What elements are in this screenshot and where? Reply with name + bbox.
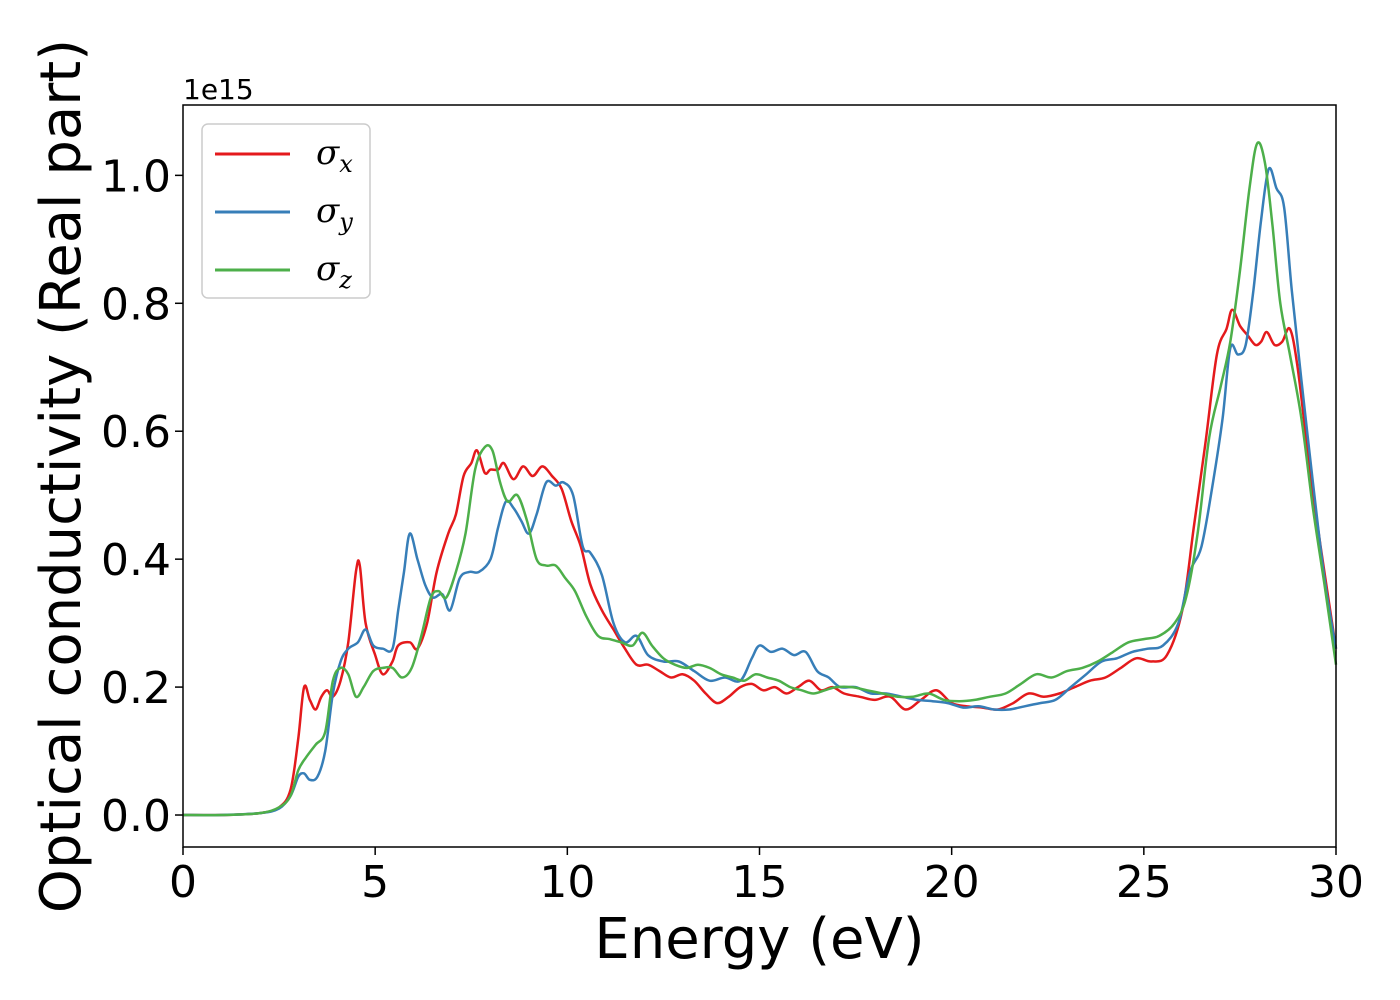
y-tick-label: 0.6	[101, 407, 171, 458]
y-tick-label: 0.8	[101, 279, 171, 330]
x-tick-label: 25	[1116, 857, 1172, 908]
y-axis: 0.0 0.2 0.4 0.6 0.8 1.0	[101, 151, 183, 842]
x-tick-label: 15	[732, 857, 788, 908]
x-tick-label: 30	[1308, 857, 1364, 908]
x-tick-label: 5	[361, 857, 389, 908]
legend: σx σy σz	[201, 123, 371, 299]
x-tick-label: 10	[539, 857, 595, 908]
legend-label-y: σy	[316, 191, 353, 236]
y-tick-label: 0.2	[101, 663, 171, 714]
x-axis: 0 5 10 15 20 25 30	[169, 847, 1364, 908]
y-tick-label: 0.4	[101, 535, 171, 586]
plot-area	[182, 141, 1338, 817]
y-tick-label: 1.0	[101, 151, 171, 202]
y-offset-label: 1e15	[183, 73, 254, 106]
legend-label-x: σx	[316, 133, 353, 178]
series-line-y	[182, 166, 1338, 817]
legend-label-z: σz	[316, 249, 352, 294]
series-line-x	[182, 308, 1338, 817]
x-tick-label: 0	[169, 857, 197, 908]
x-tick-label: 20	[924, 857, 980, 908]
y-axis-label: Optical conductivity (Real part)	[29, 39, 94, 913]
y-tick-label: 0.0	[101, 791, 171, 842]
x-axis-label: Energy (eV)	[594, 907, 924, 972]
series-line-z	[182, 141, 1338, 817]
